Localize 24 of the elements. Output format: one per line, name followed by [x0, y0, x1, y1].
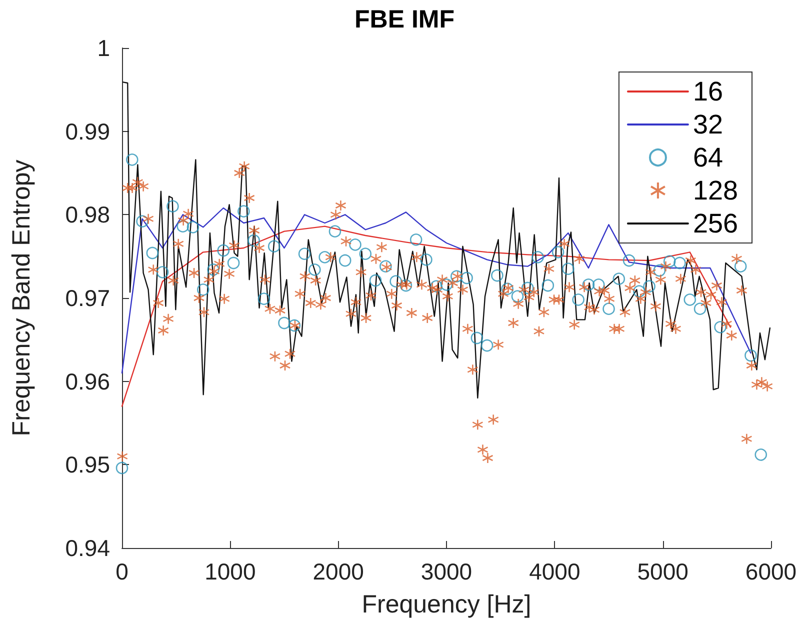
legend-label: 32	[692, 110, 723, 140]
x-tick-label: 0	[116, 558, 128, 584]
legend-label: 16	[692, 76, 723, 106]
x-tick-label: 3000	[420, 558, 472, 584]
x-tick-label: 6000	[745, 558, 797, 584]
line-series	[121, 207, 752, 374]
y-tick-label: 0.96	[65, 368, 110, 394]
x-tick-label: 4000	[529, 558, 580, 584]
y-tick-label: 1	[97, 35, 110, 61]
x-tick-label: 2000	[312, 558, 364, 584]
y-tick-label: 0.97	[65, 285, 110, 311]
legend-label: 128	[692, 176, 738, 206]
x-tick-label: 5000	[637, 558, 688, 584]
line-series	[122, 82, 771, 399]
y-tick-label: 0.95	[65, 452, 110, 478]
legend-label: 256	[692, 208, 738, 238]
legend-label: 64	[692, 142, 723, 172]
y-tick-label: 0.98	[65, 202, 110, 228]
x-axis-title: Frequency [Hz]	[362, 590, 532, 618]
y-tick-label: 0.99	[65, 118, 110, 144]
y-axis-title: Frequency Band Entropy	[8, 159, 36, 436]
x-tick-label: 1000	[204, 558, 256, 584]
chart-title: FBE IMF	[354, 6, 454, 34]
y-tick-label: 0.94	[65, 535, 110, 561]
